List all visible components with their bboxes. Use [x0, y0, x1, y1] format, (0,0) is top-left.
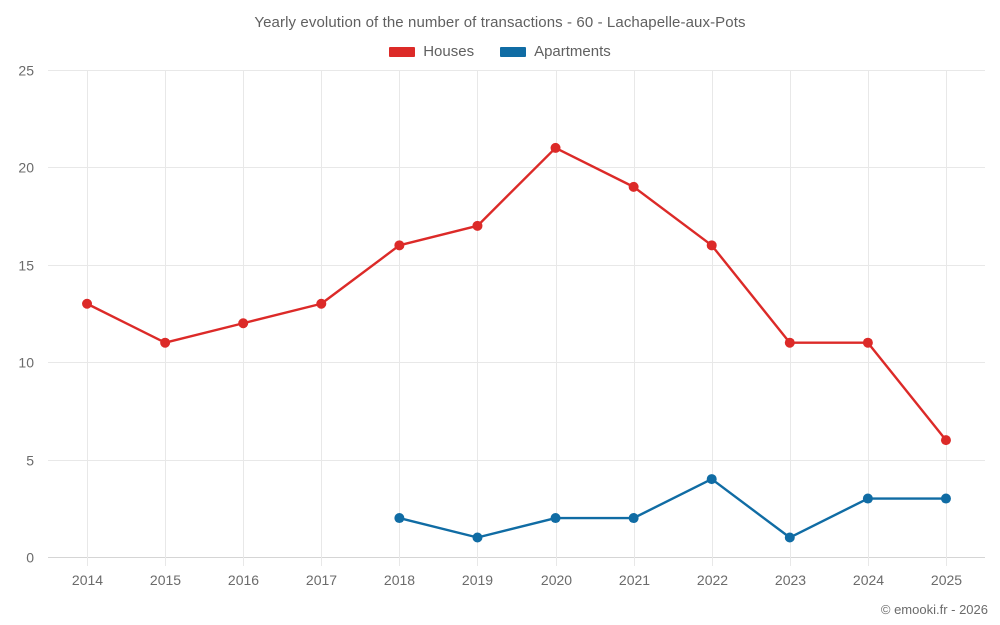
- y-axis-tick-label: 5: [26, 453, 34, 469]
- legend-label-houses: Houses: [423, 43, 475, 60]
- x-axis-tick-label: 2017: [306, 572, 337, 588]
- copyright-footer: © emooki.fr - 2026: [880, 602, 988, 617]
- data-point[interactable]: [706, 474, 717, 485]
- x-axis-tick-label: 2024: [853, 572, 884, 588]
- data-point[interactable]: [628, 513, 639, 524]
- data-point[interactable]: [316, 298, 327, 309]
- data-series-layer: [82, 142, 951, 543]
- legend-item-apartments[interactable]: Apartments: [500, 44, 611, 59]
- data-point[interactable]: [862, 337, 873, 348]
- data-point[interactable]: [394, 240, 405, 251]
- x-axis-tick-label: 2019: [462, 572, 493, 588]
- data-point[interactable]: [862, 493, 873, 504]
- data-point[interactable]: [238, 318, 249, 329]
- data-point[interactable]: [160, 337, 171, 348]
- x-axis-tick-label: 2014: [72, 572, 103, 588]
- legend-label-apartments: Apartments: [534, 43, 611, 60]
- grid-layer: [48, 70, 985, 566]
- data-point[interactable]: [940, 493, 951, 504]
- x-axis-tick-label: 2016: [228, 572, 259, 588]
- y-axis-tick-label: 0: [26, 550, 34, 566]
- data-point[interactable]: [550, 513, 561, 524]
- series-line-apartments: [398, 477, 948, 539]
- y-axis-tick-label: 25: [18, 63, 34, 79]
- y-axis-tick-label: 15: [18, 258, 34, 274]
- legend-swatch-apartments: [500, 46, 527, 57]
- chart-legend: Houses Apartments: [0, 44, 1000, 59]
- data-point[interactable]: [82, 298, 93, 309]
- data-point[interactable]: [940, 435, 951, 446]
- y-axis-tick-label: 10: [18, 355, 34, 371]
- x-axis-tick-label: 2025: [931, 572, 962, 588]
- data-point[interactable]: [394, 513, 405, 524]
- x-axis-tick-label: 2020: [541, 572, 572, 588]
- chart-title: Yearly evolution of the number of transa…: [254, 14, 746, 31]
- data-point[interactable]: [472, 532, 483, 543]
- legend-item-houses[interactable]: Houses: [389, 44, 474, 59]
- data-point[interactable]: [784, 337, 795, 348]
- x-axis-tick-label: 2021: [619, 572, 650, 588]
- x-axis-tick-label: 2023: [775, 572, 806, 588]
- data-point[interactable]: [472, 220, 483, 231]
- y-axis-tick-label: 20: [18, 160, 34, 176]
- data-point[interactable]: [628, 181, 639, 192]
- y-axis-ticks: 0 5 10 15 20 25: [18, 63, 34, 566]
- x-axis-ticks: 2014 2015 2016 2017 2018 2019 2020 2021 2022 2023…: [72, 572, 962, 588]
- data-point[interactable]: [784, 532, 795, 543]
- x-axis-tick-label: 2022: [697, 572, 728, 588]
- x-axis-tick-label: 2015: [150, 572, 181, 588]
- legend-swatch-houses: [389, 46, 416, 57]
- data-point[interactable]: [550, 142, 561, 153]
- x-axis-tick-label: 2018: [384, 572, 415, 588]
- series-line-houses: [85, 146, 948, 442]
- data-point[interactable]: [706, 240, 717, 251]
